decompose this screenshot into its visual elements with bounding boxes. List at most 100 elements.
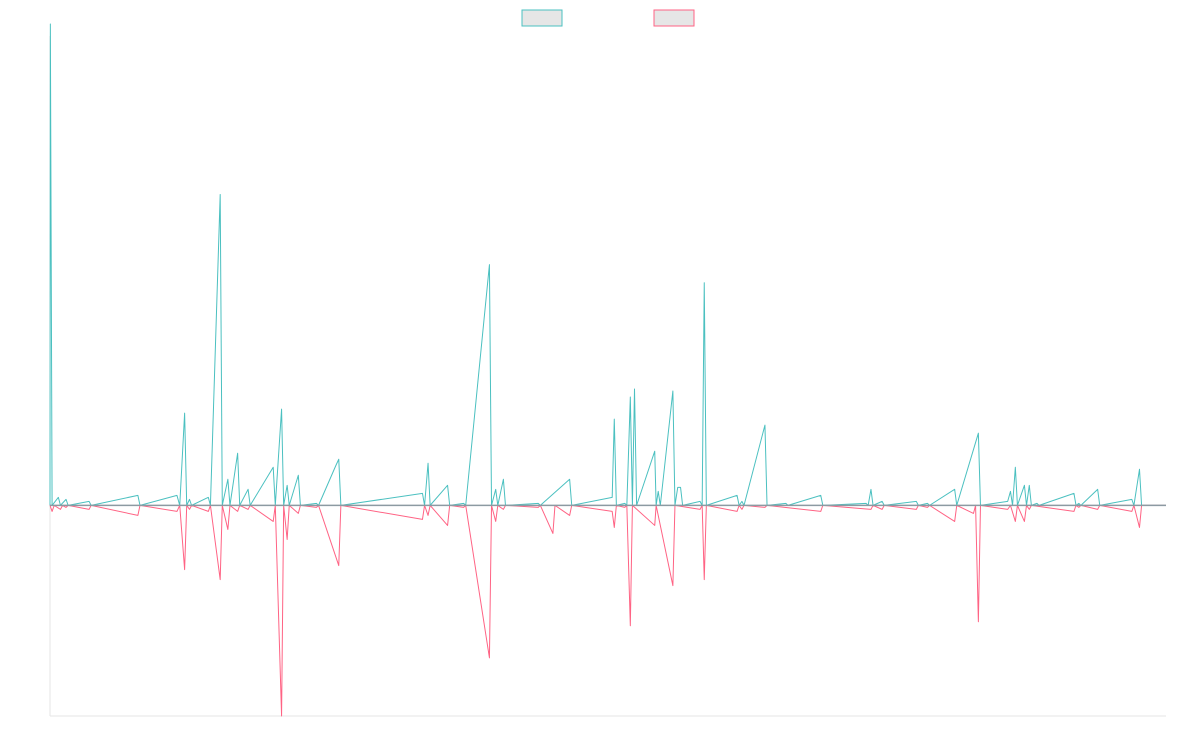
data-point[interactable] xyxy=(184,569,186,571)
data-point[interactable] xyxy=(1139,527,1141,529)
data-point[interactable] xyxy=(973,513,975,515)
data-point[interactable] xyxy=(954,489,956,491)
data-point[interactable] xyxy=(281,715,283,717)
data-point[interactable] xyxy=(219,194,221,196)
data-point[interactable] xyxy=(1078,507,1080,509)
data-point[interactable] xyxy=(927,507,929,509)
data-point[interactable] xyxy=(870,509,872,511)
data-point[interactable] xyxy=(630,396,632,398)
data-point[interactable] xyxy=(624,507,626,509)
data-point[interactable] xyxy=(208,511,210,513)
data-point[interactable] xyxy=(463,507,465,509)
legend-item-2[interactable] xyxy=(653,9,695,27)
data-point[interactable] xyxy=(613,527,615,529)
data-point[interactable] xyxy=(281,408,283,410)
data-point[interactable] xyxy=(1010,491,1012,493)
data-point[interactable] xyxy=(208,497,210,499)
data-point[interactable] xyxy=(1131,499,1133,501)
data-point[interactable] xyxy=(88,509,90,511)
data-point[interactable] xyxy=(176,511,178,513)
data-point[interactable] xyxy=(503,479,505,481)
data-point[interactable] xyxy=(699,501,701,503)
data-point[interactable] xyxy=(881,509,883,511)
data-point[interactable] xyxy=(677,487,679,489)
data-point[interactable] xyxy=(1024,485,1026,487)
data-point[interactable] xyxy=(237,511,239,513)
data-point[interactable] xyxy=(820,511,822,513)
data-point[interactable] xyxy=(654,450,656,452)
data-point[interactable] xyxy=(189,499,191,501)
data-point[interactable] xyxy=(422,519,424,521)
data-point[interactable] xyxy=(680,487,682,489)
data-point[interactable] xyxy=(189,509,191,511)
data-point[interactable] xyxy=(286,539,288,541)
data-point[interactable] xyxy=(1073,493,1075,495)
data-point[interactable] xyxy=(316,507,318,509)
data-point[interactable] xyxy=(978,432,980,434)
data-point[interactable] xyxy=(741,501,743,503)
data-point[interactable] xyxy=(657,491,659,493)
data-point[interactable] xyxy=(1028,509,1030,511)
data-point[interactable] xyxy=(65,499,67,501)
data-point[interactable] xyxy=(703,579,705,581)
data-point[interactable] xyxy=(1131,511,1133,513)
data-point[interactable] xyxy=(427,515,429,517)
legend-item-1[interactable] xyxy=(521,9,563,27)
data-point[interactable] xyxy=(1139,468,1141,470)
data-point[interactable] xyxy=(1073,511,1075,513)
data-point[interactable] xyxy=(672,390,674,392)
data-point[interactable] xyxy=(881,501,883,503)
data-point[interactable] xyxy=(227,479,229,481)
data-point[interactable] xyxy=(489,657,491,659)
data-point[interactable] xyxy=(422,493,424,495)
data-point[interactable] xyxy=(219,579,221,581)
data-point[interactable] xyxy=(286,485,288,487)
data-point[interactable] xyxy=(736,495,738,497)
data-point[interactable] xyxy=(915,501,917,503)
data-point[interactable] xyxy=(463,503,465,505)
data-point[interactable] xyxy=(1028,485,1030,487)
data-point[interactable] xyxy=(865,503,867,505)
data-point[interactable] xyxy=(176,495,178,497)
data-point[interactable] xyxy=(65,507,67,509)
data-point[interactable] xyxy=(427,462,429,464)
data-point[interactable] xyxy=(58,497,60,499)
data-point[interactable] xyxy=(447,525,449,527)
data-point[interactable] xyxy=(978,621,980,623)
data-point[interactable] xyxy=(736,511,738,513)
data-point[interactable] xyxy=(247,489,249,491)
data-point[interactable] xyxy=(1007,509,1009,511)
data-point[interactable] xyxy=(338,458,340,460)
data-point[interactable] xyxy=(1015,521,1017,523)
data-point[interactable] xyxy=(537,507,539,509)
data-point[interactable] xyxy=(630,625,632,627)
data-point[interactable] xyxy=(489,264,491,266)
data-point[interactable] xyxy=(495,489,497,491)
data-point[interactable] xyxy=(298,474,300,476)
data-point[interactable] xyxy=(624,503,626,505)
data-point[interactable] xyxy=(51,511,53,513)
data-point[interactable] xyxy=(1097,509,1099,511)
data-point[interactable] xyxy=(611,511,613,513)
data-point[interactable] xyxy=(634,388,636,390)
data-point[interactable] xyxy=(1097,489,1099,491)
data-point[interactable] xyxy=(137,495,139,497)
data-point[interactable] xyxy=(764,507,766,509)
data-point[interactable] xyxy=(569,479,571,481)
data-point[interactable] xyxy=(272,521,274,523)
data-point[interactable] xyxy=(764,424,766,426)
data-point[interactable] xyxy=(298,513,300,515)
data-point[interactable] xyxy=(611,497,613,499)
data-point[interactable] xyxy=(316,503,318,505)
data-point[interactable] xyxy=(1015,466,1017,468)
data-point[interactable] xyxy=(654,525,656,527)
data-point[interactable] xyxy=(184,412,186,414)
data-point[interactable] xyxy=(495,521,497,523)
data-point[interactable] xyxy=(703,282,705,284)
data-point[interactable] xyxy=(227,529,229,531)
data-point[interactable] xyxy=(60,509,62,511)
data-point[interactable] xyxy=(537,503,539,505)
data-point[interactable] xyxy=(569,515,571,517)
data-point[interactable] xyxy=(137,515,139,517)
data-point[interactable] xyxy=(247,509,249,511)
